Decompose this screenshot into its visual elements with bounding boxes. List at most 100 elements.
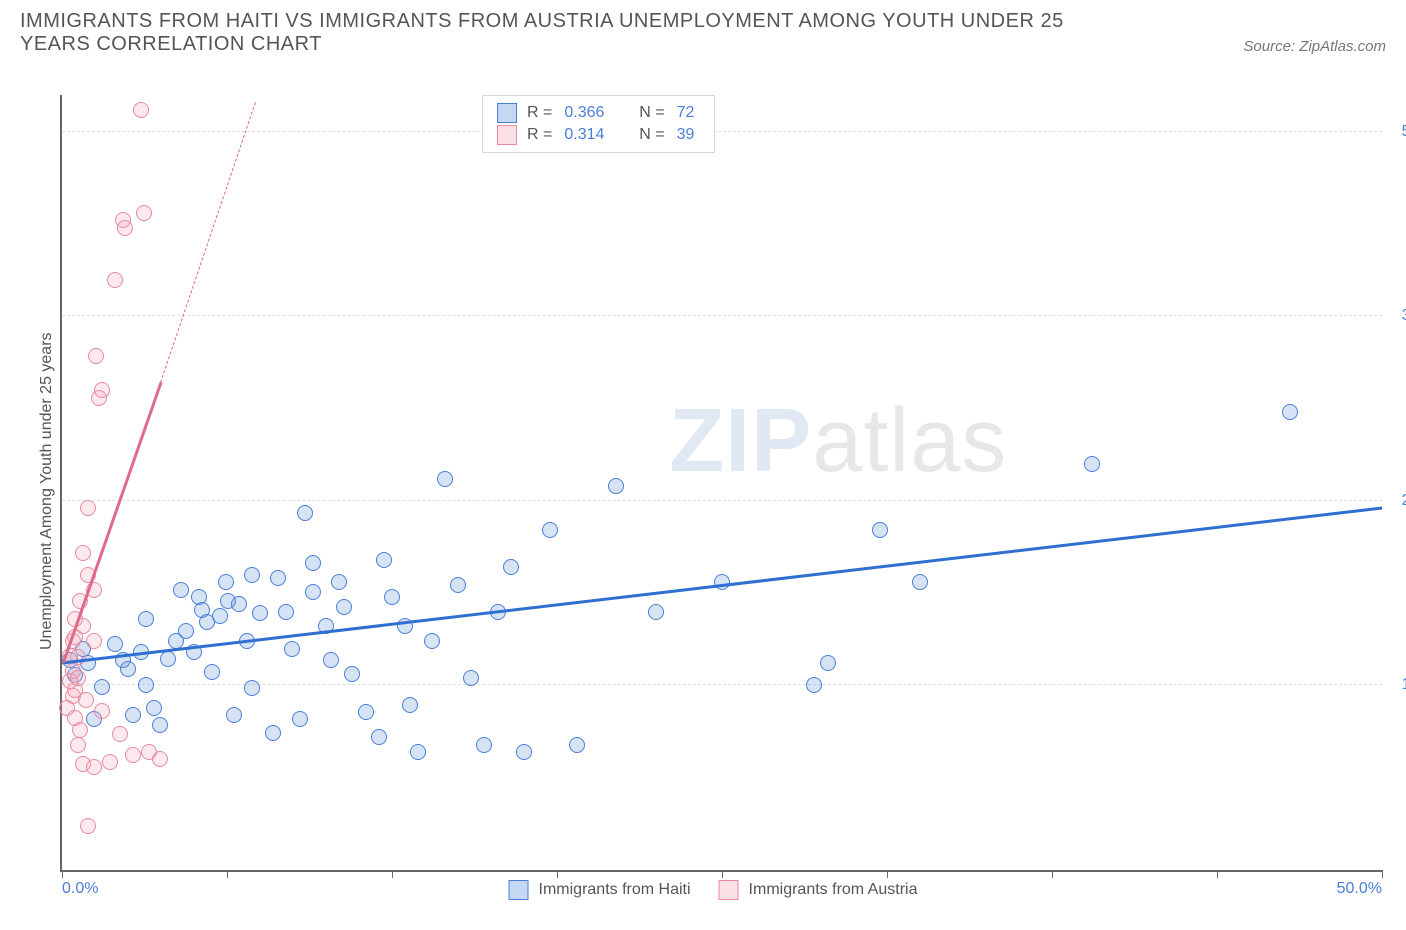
scatter-point — [218, 574, 234, 590]
gridline — [62, 131, 1382, 132]
scatter-point — [133, 102, 149, 118]
scatter-point — [437, 471, 453, 487]
scatter-point — [297, 505, 313, 521]
y-tick-label: 50.0% — [1387, 123, 1406, 141]
scatter-point — [120, 661, 136, 677]
scatter-point — [107, 272, 123, 288]
scatter-point — [292, 711, 308, 727]
scatter-point — [86, 633, 102, 649]
legend-stats: R =0.366 N =72R =0.314 N =39 — [482, 95, 715, 153]
scatter-point — [136, 205, 152, 221]
scatter-point — [125, 707, 141, 723]
scatter-point — [516, 744, 532, 760]
x-tick-label: 50.0% — [1337, 880, 1382, 898]
scatter-point — [872, 522, 888, 538]
trend-line — [62, 507, 1382, 665]
r-value: 0.366 — [564, 104, 604, 122]
scatter-point — [94, 382, 110, 398]
scatter-point — [305, 584, 321, 600]
r-label: R = — [527, 126, 552, 144]
scatter-point — [112, 726, 128, 742]
scatter-point — [94, 679, 110, 695]
scatter-point — [72, 722, 88, 738]
trend-line-extrapolated — [160, 102, 256, 383]
scatter-point — [376, 552, 392, 568]
scatter-point — [88, 348, 104, 364]
source-attribution: Source: ZipAtlas.com — [1243, 38, 1386, 55]
scatter-point — [331, 574, 347, 590]
scatter-point — [384, 589, 400, 605]
source-name: ZipAtlas.com — [1299, 38, 1386, 55]
scatter-point — [152, 751, 168, 767]
scatter-point — [820, 655, 836, 671]
scatter-point — [94, 703, 110, 719]
scatter-point — [86, 759, 102, 775]
scatter-point — [107, 636, 123, 652]
legend-swatch — [719, 880, 739, 900]
scatter-point — [125, 747, 141, 763]
x-tick — [1382, 870, 1383, 878]
x-tick — [227, 870, 228, 878]
scatter-point — [476, 737, 492, 753]
y-tick-label: 25.0% — [1387, 492, 1406, 510]
scatter-point — [152, 717, 168, 733]
scatter-point — [358, 704, 374, 720]
scatter-point — [231, 596, 247, 612]
scatter-point — [226, 707, 242, 723]
scatter-point — [75, 545, 91, 561]
scatter-point — [410, 744, 426, 760]
r-label: R = — [527, 104, 552, 122]
x-tick — [722, 870, 723, 878]
chart-title: IMMIGRANTS FROM HAITI VS IMMIGRANTS FROM… — [20, 10, 1120, 56]
scatter-point — [70, 670, 86, 686]
scatter-point — [912, 574, 928, 590]
scatter-point — [1282, 404, 1298, 420]
scatter-point — [278, 604, 294, 620]
scatter-point — [160, 651, 176, 667]
y-tick-label: 37.5% — [1387, 307, 1406, 325]
gridline — [62, 684, 1382, 685]
scatter-point — [146, 700, 162, 716]
legend-series: Immigrants from HaitiImmigrants from Aus… — [509, 880, 936, 900]
scatter-point — [503, 559, 519, 575]
scatter-point — [463, 670, 479, 686]
scatter-point — [336, 599, 352, 615]
source-prefix: Source: — [1243, 38, 1299, 55]
scatter-point — [1084, 456, 1100, 472]
scatter-point — [138, 677, 154, 693]
y-tick-label: 12.5% — [1387, 676, 1406, 694]
scatter-point — [102, 754, 118, 770]
scatter-point — [244, 680, 260, 696]
gridline — [62, 500, 1382, 501]
watermark-part1: ZIP — [669, 391, 812, 491]
scatter-point — [371, 729, 387, 745]
scatter-point — [450, 577, 466, 593]
scatter-point — [323, 652, 339, 668]
x-tick — [1217, 870, 1218, 878]
scatter-point — [608, 478, 624, 494]
x-tick-label: 0.0% — [62, 880, 98, 898]
r-value: 0.314 — [564, 126, 604, 144]
n-value: 39 — [677, 126, 695, 144]
scatter-point — [80, 500, 96, 516]
legend-swatch — [509, 880, 529, 900]
legend-series-label: Immigrants from Austria — [749, 881, 918, 899]
scatter-point — [542, 522, 558, 538]
scatter-point — [806, 677, 822, 693]
scatter-point — [212, 608, 228, 624]
watermark-part2: atlas — [812, 391, 1007, 491]
legend-stats-row: R = 0.314 N = 39 — [497, 124, 700, 146]
scatter-point — [78, 692, 94, 708]
legend-stats-row: R =0.366 N =72 — [497, 102, 700, 124]
n-label: N = — [639, 126, 664, 144]
scatter-point — [178, 623, 194, 639]
x-tick — [557, 870, 558, 878]
n-label: N = — [639, 104, 664, 122]
scatter-point — [305, 555, 321, 571]
legend-swatch — [497, 103, 517, 123]
x-tick — [62, 870, 63, 878]
scatter-point — [569, 737, 585, 753]
scatter-point — [648, 604, 664, 620]
x-tick — [392, 870, 393, 878]
scatter-point — [138, 611, 154, 627]
